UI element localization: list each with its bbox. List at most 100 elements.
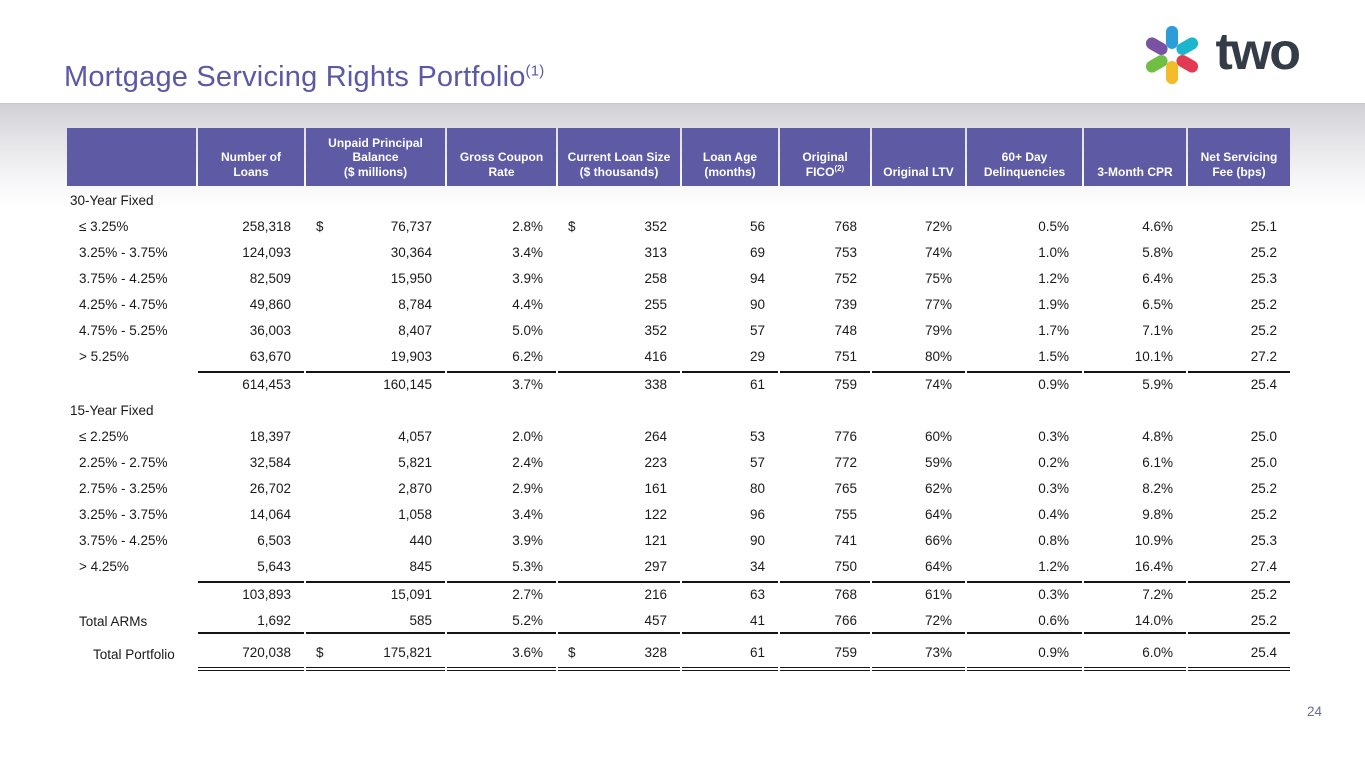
row-label-cell: 4.25% - 4.75%: [79, 297, 168, 312]
msr-portfolio-table: Number of Loans Unpaid Principal Balance …: [65, 125, 1292, 674]
data-row: 3.75% - 4.25% 82,509 15,950 3.9% 258 94 752 75%…: [67, 267, 1290, 290]
data-cell: 72%: [924, 219, 952, 234]
data-cell: 34: [749, 559, 765, 574]
row-label-cell: [67, 581, 196, 606]
column-header-label: Loan Age (months): [702, 150, 758, 179]
row-label-cell: ≤ 2.25%: [79, 429, 129, 444]
data-cell: 90: [749, 297, 765, 312]
data-cell: 30,364: [390, 245, 432, 260]
data-cell: 74%: [924, 245, 952, 260]
data-cell: 25.3: [1250, 271, 1277, 286]
column-header: 60+ Day Delinquencies: [967, 128, 1082, 186]
company-logo: two: [1139, 22, 1301, 88]
data-cell: 63: [682, 581, 778, 606]
data-cell: 25.3: [1250, 533, 1277, 548]
data-cell: 1.5%: [1038, 349, 1069, 364]
data-cell: 9.8%: [1142, 507, 1173, 522]
column-footnote-marker: (2): [834, 163, 845, 173]
section-label: 30-Year Fixed: [70, 193, 154, 208]
section-row: 15-Year Fixed: [67, 399, 1290, 422]
logo-wordmark: two: [1215, 23, 1301, 81]
column-header: [67, 128, 196, 186]
data-cell: 25.4: [1188, 637, 1290, 671]
data-cell: 416: [644, 349, 667, 364]
data-cell: 5.3%: [512, 559, 543, 574]
data-cell: $352: [558, 215, 680, 238]
subtotal-row: 103,893 15,091 2.7% 216 63 768 61% 0.3% 7.2% 25.2: [67, 581, 1290, 606]
data-cell: 1.0%: [1038, 245, 1069, 260]
data-cell: 4.6%: [1142, 219, 1173, 234]
data-cell: 5.0%: [512, 323, 543, 338]
data-cell: 457: [558, 609, 680, 634]
data-cell: 2,870: [398, 481, 432, 496]
data-cell: 14.0%: [1084, 609, 1186, 634]
data-cell: 103,893: [198, 581, 304, 606]
table-header: Number of Loans Unpaid Principal Balance …: [67, 128, 1290, 186]
data-cell: 3.6%: [447, 637, 556, 671]
data-cell: 61%: [872, 581, 965, 606]
data-cell: 1,058: [398, 507, 432, 522]
data-cell: 5.2%: [447, 609, 556, 634]
data-cell: 741: [834, 533, 857, 548]
data-cell: 4.8%: [1142, 429, 1173, 444]
row-label-cell: 3.75% - 4.25%: [79, 533, 168, 548]
row-label-cell: 3.75% - 4.25%: [79, 271, 168, 286]
data-cell: 122: [644, 507, 667, 522]
data-cell: 10.1%: [1134, 349, 1173, 364]
dollar-sign: $: [568, 219, 576, 234]
data-cell: 751: [834, 349, 857, 364]
data-cell: 64%: [924, 559, 952, 574]
row-label-cell: 2.25% - 2.75%: [79, 455, 168, 470]
data-cell: 94: [749, 271, 765, 286]
data-cell: 772: [834, 455, 857, 470]
data-cell: 752: [834, 271, 857, 286]
column-header: Loan Age (months): [682, 128, 778, 186]
data-cell: 25.0: [1250, 429, 1277, 444]
data-cell: 216: [558, 581, 680, 606]
data-cell: 73%: [872, 637, 965, 671]
data-cell: 297: [644, 559, 667, 574]
data-cell: $76,737: [306, 215, 445, 238]
column-header: Original FICO(2): [780, 128, 870, 186]
data-cell: 352: [644, 323, 667, 338]
data-row: 4.25% - 4.75% 49,860 8,784 4.4% 255 90 739 77% 1…: [67, 293, 1290, 316]
column-header-label: Number of Loans: [221, 150, 281, 179]
data-cell: 80%: [924, 349, 952, 364]
row-label-cell: Total Portfolio: [93, 646, 175, 662]
row-label-cell: 4.75% - 5.25%: [79, 323, 168, 338]
data-cell: 768: [780, 581, 870, 606]
data-cell: 63,670: [249, 349, 291, 364]
data-cell: 6.1%: [1142, 455, 1173, 470]
data-cell: 36,003: [249, 323, 291, 338]
data-cell: 72%: [872, 609, 965, 634]
data-cell: 845: [409, 559, 432, 574]
data-cell: 16.4%: [1134, 559, 1173, 574]
data-cell: 6.2%: [512, 349, 543, 364]
data-cell: 160,145: [306, 371, 445, 396]
row-label-cell: 3.25% - 3.75%: [79, 507, 168, 522]
data-cell: 765: [834, 481, 857, 496]
column-header-label: Original LTV: [883, 164, 954, 179]
column-header-label: Gross Coupon Rate: [459, 150, 544, 179]
data-cell: 264: [644, 429, 667, 444]
data-cell: 90: [749, 533, 765, 548]
data-cell: 7.2%: [1084, 581, 1186, 606]
data-cell: 4,057: [398, 429, 432, 444]
data-cell: 5,643: [257, 559, 291, 574]
data-cell: 25.0: [1250, 455, 1277, 470]
column-header: Net Servicing Fee (bps): [1188, 128, 1290, 186]
data-cell: 3.9%: [512, 533, 543, 548]
data-cell: 2.8%: [512, 219, 543, 234]
section-row: 30-Year Fixed: [67, 189, 1290, 212]
data-cell: 6.5%: [1142, 297, 1173, 312]
data-cell: 3.9%: [512, 271, 543, 286]
data-cell: 25.2: [1250, 245, 1277, 260]
column-header: 3-Month CPR: [1084, 128, 1186, 186]
data-cell: 82,509: [249, 271, 291, 286]
data-cell: 755: [834, 507, 857, 522]
column-header: Original LTV: [872, 128, 965, 186]
data-cell: 61: [682, 637, 778, 671]
data-cell: 2.4%: [512, 455, 543, 470]
pinwheel-logo-icon: [1146, 25, 1199, 85]
data-cell: 3.4%: [512, 507, 543, 522]
